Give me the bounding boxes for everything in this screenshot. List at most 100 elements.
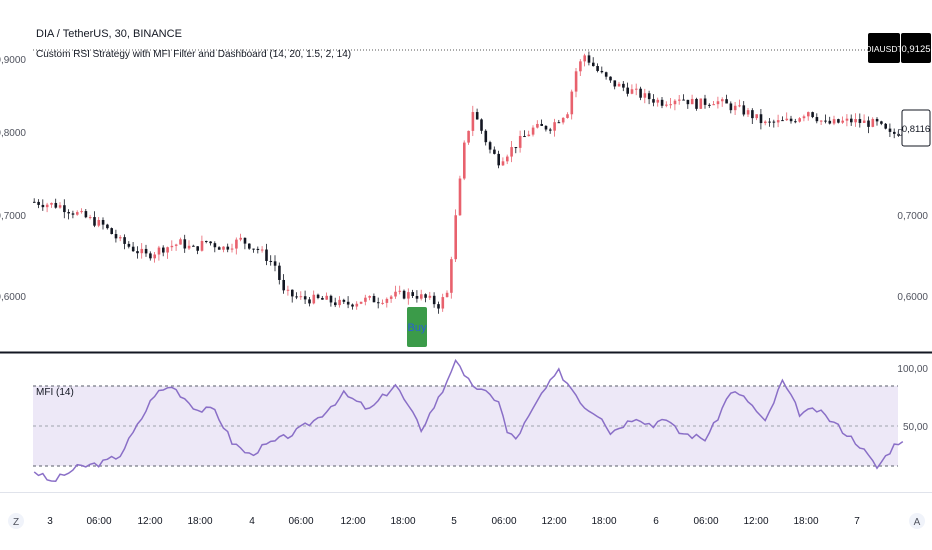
- candle-up: [721, 99, 724, 102]
- candle-down: [127, 243, 131, 247]
- candle-up: [518, 136, 522, 148]
- candle-down: [303, 296, 307, 300]
- time-tick-label: 12:00: [137, 516, 162, 527]
- candle-up: [776, 120, 780, 123]
- candle-down: [437, 304, 440, 309]
- candle-up: [561, 117, 565, 123]
- candle-up: [845, 118, 849, 121]
- candle-down: [183, 239, 187, 249]
- candle-down: [37, 201, 40, 205]
- candle-up: [222, 246, 225, 250]
- candle-down: [609, 76, 612, 81]
- candle-up: [454, 215, 457, 260]
- candle-down: [893, 131, 896, 134]
- candle-up: [802, 116, 806, 119]
- candle-down: [514, 147, 518, 149]
- candle-down: [600, 70, 604, 73]
- buy-signal-label: Buy: [408, 322, 427, 334]
- candle-up: [381, 302, 384, 304]
- candle-down: [660, 99, 664, 106]
- candle-down: [888, 128, 892, 132]
- candle-down: [557, 122, 561, 124]
- candle-up: [312, 294, 316, 304]
- candle-down: [372, 295, 376, 303]
- time-axis[interactable]: Z A 3 06:00 12:00 18:00 4 06:00 12:00 18…: [8, 513, 925, 529]
- candle-down: [772, 121, 776, 123]
- candle-down: [867, 120, 870, 127]
- candle-up: [467, 130, 470, 143]
- candle-up: [428, 295, 432, 298]
- candle-up: [458, 178, 462, 216]
- time-tick-label: 12:00: [541, 516, 566, 527]
- candle-down: [475, 112, 479, 120]
- candle-down: [131, 246, 135, 252]
- candle-up: [531, 127, 535, 135]
- time-tick-label: 4: [249, 516, 255, 527]
- time-scroll-right-button[interactable]: A: [909, 513, 925, 529]
- time-scroll-left-label: Z: [13, 517, 19, 528]
- candle-up: [166, 247, 169, 253]
- candle-down: [329, 295, 333, 303]
- candle-down: [880, 121, 883, 124]
- candle-up: [450, 259, 453, 293]
- last-price-tag: [901, 33, 931, 63]
- candle-up: [140, 248, 144, 254]
- price-tick-label: 0,6000: [897, 292, 928, 303]
- time-scroll-left-button[interactable]: Z: [8, 513, 24, 529]
- candle-up: [871, 118, 875, 127]
- candle-down: [308, 299, 311, 304]
- candle-down: [703, 98, 707, 105]
- candle-down: [613, 80, 617, 87]
- candle-down: [639, 88, 642, 98]
- candle-down: [647, 93, 651, 100]
- price-tick-label: 0,6000: [0, 292, 26, 303]
- candle-up: [501, 161, 505, 166]
- candle-up: [583, 55, 586, 62]
- candle-down: [622, 83, 625, 88]
- mfi-pane[interactable]: MFI (14) 100,00 50,00: [33, 358, 928, 482]
- candle-down: [402, 290, 406, 299]
- time-tick-label: 06:00: [491, 516, 516, 527]
- symbol-tag: [868, 33, 900, 63]
- candle-down: [342, 299, 346, 302]
- candle-up: [510, 147, 513, 157]
- candle-up: [506, 156, 509, 162]
- candle-up: [200, 240, 204, 251]
- candle-down: [815, 117, 819, 122]
- candle-down: [54, 202, 58, 208]
- buy-signal[interactable]: Buy: [407, 307, 427, 347]
- price-axis[interactable]: 0,9000 0,8000 0,7000 0,6000 0,8000 0,700…: [0, 33, 931, 303]
- candle-down: [273, 261, 277, 266]
- candle-down: [523, 136, 526, 138]
- candle-up: [88, 217, 92, 219]
- candle-down: [592, 62, 595, 67]
- candle-down: [316, 294, 320, 298]
- candle-up: [819, 120, 823, 122]
- candle-down: [213, 243, 217, 248]
- candle-up: [656, 99, 660, 103]
- candle-up: [746, 110, 750, 115]
- candle-up: [665, 104, 668, 106]
- price-pane[interactable]: [33, 49, 909, 314]
- buy-signal-box: [407, 307, 427, 347]
- candle-up: [536, 123, 539, 128]
- candle-up: [80, 211, 83, 213]
- candle-up: [260, 249, 264, 251]
- candle-down: [824, 120, 827, 122]
- candle-up: [764, 121, 767, 124]
- candle-up: [630, 89, 634, 94]
- time-tick-label: 6: [653, 516, 659, 527]
- candle-down: [243, 237, 247, 244]
- candle-down: [626, 87, 629, 94]
- candle-up: [286, 289, 290, 291]
- price-tick-label: 0,7000: [0, 211, 26, 222]
- candle-up: [299, 296, 303, 298]
- candle-up: [97, 219, 101, 226]
- candle-down: [278, 265, 281, 280]
- candle-down: [282, 279, 285, 291]
- time-scroll-right-label: A: [914, 517, 921, 528]
- price-tick-label: 0,9000: [0, 55, 26, 66]
- candle-up: [445, 292, 449, 298]
- candle-down: [729, 103, 733, 111]
